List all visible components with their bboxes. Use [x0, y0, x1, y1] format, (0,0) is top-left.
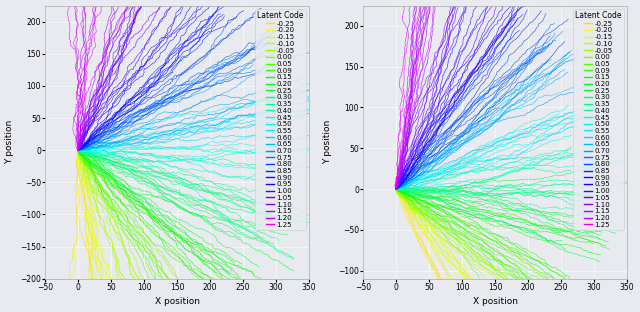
Legend: -0.25, -0.20, -0.15, -0.10, -0.05, 0.00, 0.05, 0.09, 0.15, 0.20, 0.25, 0.30, 0.3: -0.25, -0.20, -0.15, -0.10, -0.05, 0.00,…: [573, 9, 623, 230]
Legend: -0.25, -0.20, -0.15, -0.10, -0.05, 0.00, 0.05, 0.09, 0.15, 0.20, 0.25, 0.30, 0.3: -0.25, -0.20, -0.15, -0.10, -0.05, 0.00,…: [255, 9, 306, 230]
Y-axis label: Y position: Y position: [6, 120, 15, 164]
X-axis label: X position: X position: [472, 297, 518, 306]
Y-axis label: Y position: Y position: [323, 120, 332, 164]
X-axis label: X position: X position: [155, 297, 200, 306]
